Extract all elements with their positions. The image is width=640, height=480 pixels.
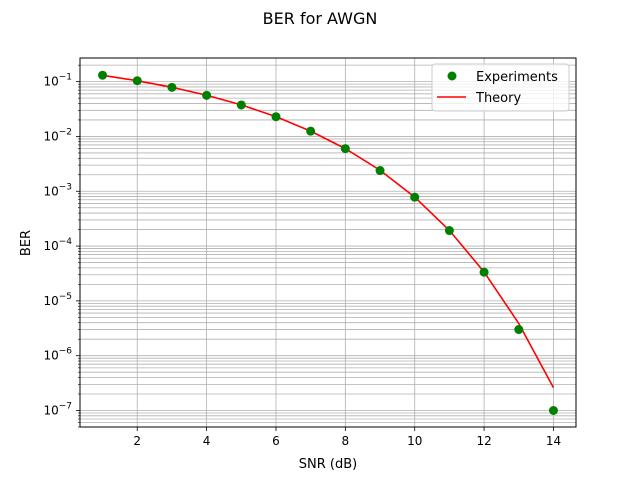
experiment-point bbox=[306, 126, 316, 136]
legend-label-theory: Theory bbox=[475, 91, 521, 106]
experiment-point bbox=[514, 325, 524, 335]
axis-ticks: 10−7 10−6 10−5 10−4 10−3 10−2 10−1 2 4 6 8 10 12 14 bbox=[43, 64, 561, 448]
experiment-point bbox=[132, 76, 142, 86]
y-tick-label: 10−3 bbox=[43, 182, 72, 198]
experiment-point bbox=[271, 112, 281, 122]
x-tick-label: 10 bbox=[407, 434, 422, 448]
experiment-point bbox=[340, 144, 350, 154]
grid-lines bbox=[80, 58, 576, 428]
legend-label-experiments: Experiments bbox=[476, 70, 558, 85]
experiment-point bbox=[167, 82, 177, 92]
x-tick-label: 14 bbox=[546, 434, 561, 448]
y-tick-label: 10−6 bbox=[43, 347, 72, 363]
y-tick-label: 10−5 bbox=[43, 292, 72, 308]
theory-line bbox=[102, 74, 555, 389]
x-tick-label: 6 bbox=[272, 434, 280, 448]
x-tick-label: 2 bbox=[133, 434, 141, 448]
x-tick-label: 4 bbox=[203, 434, 211, 448]
experiment-point bbox=[202, 90, 212, 100]
y-tick-label: 10−4 bbox=[43, 237, 72, 253]
x-tick-label: 12 bbox=[476, 434, 491, 448]
y-tick-label: 10−2 bbox=[43, 127, 72, 143]
experiment-point bbox=[479, 267, 489, 277]
experiment-point bbox=[236, 100, 246, 110]
x-tick-label: 8 bbox=[342, 434, 350, 448]
experiment-point bbox=[444, 226, 454, 236]
x-axis-label: SNR (dB) bbox=[299, 457, 357, 472]
y-axis-label: BER bbox=[19, 230, 34, 256]
legend-box bbox=[431, 63, 570, 112]
plot-data bbox=[98, 70, 558, 416]
experiment-point bbox=[98, 70, 108, 80]
chart-title: BER for AWGN bbox=[263, 9, 378, 28]
y-tick-label: 10−1 bbox=[43, 73, 72, 89]
y-tick-label: 10−7 bbox=[43, 402, 72, 418]
experiment-point bbox=[375, 166, 385, 176]
plot-area-frame bbox=[79, 57, 577, 428]
legend: Experiments Theory bbox=[431, 63, 570, 112]
experiment-point bbox=[410, 192, 420, 202]
experiment-point bbox=[548, 406, 558, 416]
legend-marker-experiments bbox=[447, 71, 457, 81]
